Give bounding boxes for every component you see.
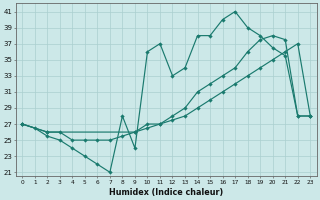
X-axis label: Humidex (Indice chaleur): Humidex (Indice chaleur)	[109, 188, 223, 197]
